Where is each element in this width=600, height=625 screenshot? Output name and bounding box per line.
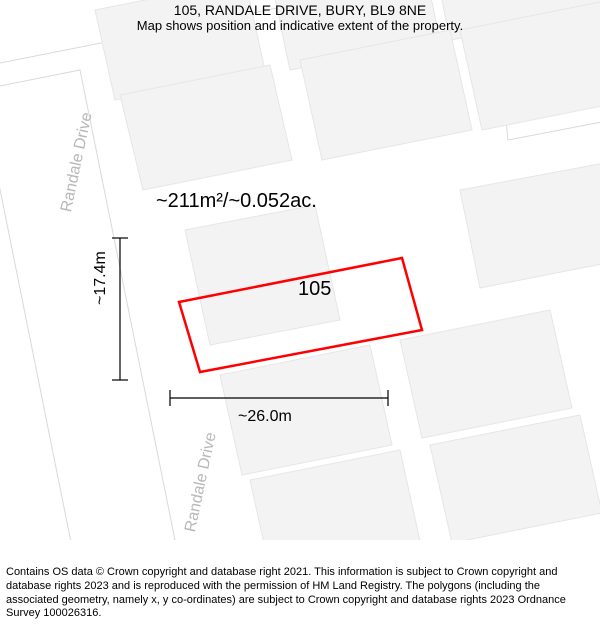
map-svg (0, 0, 600, 540)
map-title: 105, RANDALE DRIVE, BURY, BL9 8NE (0, 2, 600, 18)
map-subtitle: Map shows position and indicative extent… (0, 18, 600, 33)
header: 105, RANDALE DRIVE, BURY, BL9 8NE Map sh… (0, 2, 600, 33)
copyright-text: Contains OS data © Crown copyright and d… (6, 566, 594, 621)
map-container: 105, RANDALE DRIVE, BURY, BL9 8NE Map sh… (0, 0, 600, 625)
map-area: Randale DriveRandale Drive ~211m²/~0.052… (0, 0, 600, 540)
